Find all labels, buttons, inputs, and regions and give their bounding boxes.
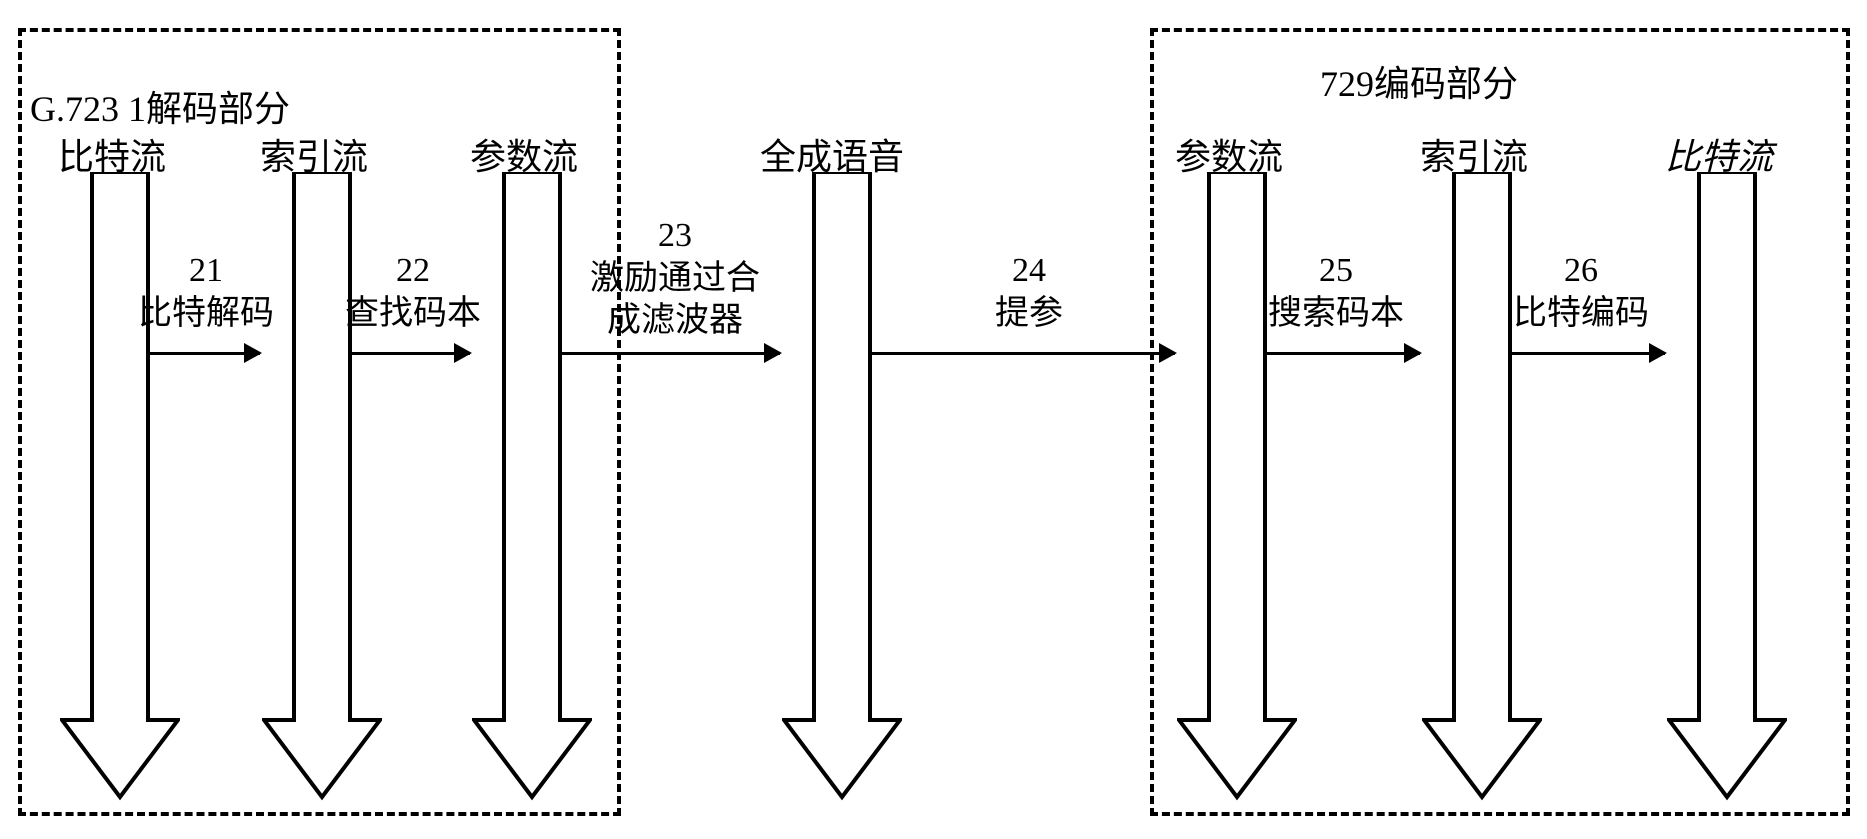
step-label-21: 21 比特解码 — [138, 250, 274, 335]
step-num: 26 — [1564, 252, 1598, 289]
step-label-26: 26 比特编码 — [1513, 250, 1649, 335]
step-num: 22 — [396, 252, 430, 289]
step-label-24: 24 提参 — [995, 250, 1063, 335]
step-label-25: 25 搜索码本 — [1268, 250, 1404, 335]
step-label-23: 23 激励通过合成滤波器 — [590, 215, 760, 343]
step-num: 25 — [1319, 252, 1353, 289]
encode-section-title: 729编码部分 — [1320, 55, 1518, 107]
step-arrow-22 — [352, 352, 470, 355]
step-text: 提参 — [995, 295, 1063, 332]
decode-section-title: G.723 1解码部分 — [30, 80, 290, 132]
step-num: 23 — [658, 217, 692, 254]
step-arrow-21 — [150, 352, 260, 355]
step-text: 比特编码 — [1513, 295, 1649, 332]
step-num: 21 — [189, 252, 223, 289]
step-arrow-24 — [872, 352, 1175, 355]
step-text: 搜索码本 — [1268, 295, 1404, 332]
step-text: 查找码本 — [345, 295, 481, 332]
flow-arrow-bitstream-out — [1667, 172, 1787, 802]
flow-arrow-synth-speech — [782, 172, 902, 802]
step-label-22: 22 查找码本 — [345, 250, 481, 335]
flow-arrow-param-in — [472, 172, 592, 802]
step-text: 激励通过合成滤波器 — [590, 260, 760, 340]
step-num: 24 — [1012, 252, 1046, 289]
step-text: 比特解码 — [138, 295, 274, 332]
step-arrow-26 — [1512, 352, 1665, 355]
step-arrow-25 — [1267, 352, 1420, 355]
step-arrow-23 — [562, 352, 780, 355]
